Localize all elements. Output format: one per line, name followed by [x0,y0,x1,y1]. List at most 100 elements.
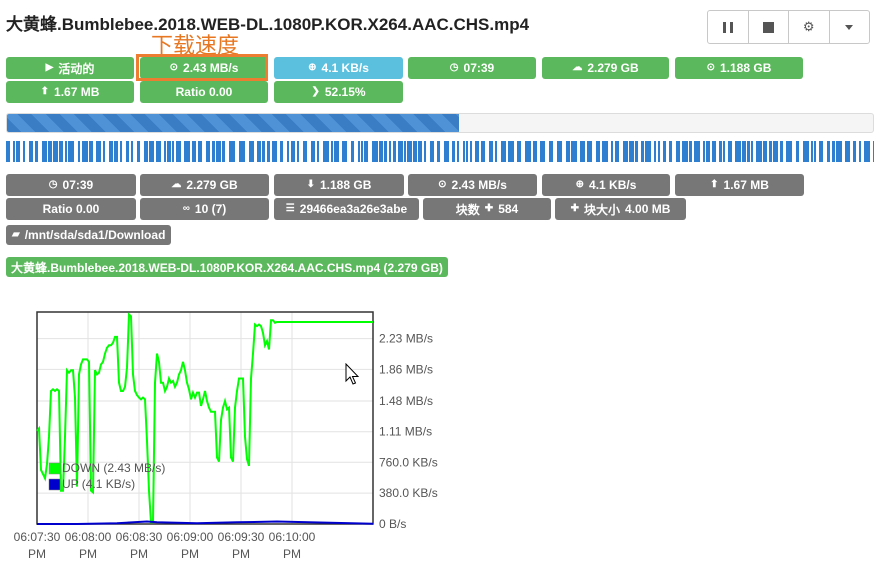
piece-block [873,141,874,162]
piece-block [206,141,210,162]
piece-block [723,141,725,162]
piece-block [291,141,295,162]
piece-block [611,141,613,162]
piece-block [819,141,823,162]
piece-block [198,141,202,162]
detail-elapsed: ◷ 07:39 [6,174,136,196]
piece-block [814,141,816,162]
detail-hash: ☰ 29466ea3a26e3abe [274,198,419,220]
piece-block [437,141,440,162]
pieces-map [6,141,874,162]
piece-block [96,141,101,162]
uploaded-badge: ⬆ 1.67 MB [6,81,134,103]
settings-button[interactable]: ⚙ [789,11,830,43]
piece-block [156,141,161,162]
detail-piece-size: ✚ 块大小 4.00 MB [555,198,686,220]
piece-block [222,141,225,162]
stop-button[interactable] [749,11,789,43]
elapsed-badge: ◷ 07:39 [408,57,536,79]
play-icon: ▶ [45,62,54,73]
detail-downloaded: ⬇ 1.188 GB [274,174,404,196]
piece-block [192,141,196,162]
piece-block [379,141,383,162]
piece-block [654,141,656,162]
download-path: ▰/mnt/sda/sda1/Download [6,225,172,245]
piece-block [763,141,767,162]
piece-block [149,141,154,162]
piece-block [311,141,315,162]
piece-block [463,141,465,162]
x-tick-label: 06:08:00 [65,530,112,544]
piece-block [272,141,277,162]
up-series-line [37,520,374,525]
y-tick-label: 0 B/s [379,517,406,531]
cloud-icon: ☁ [171,179,182,190]
piece-block [786,141,792,162]
x-tick-label: PM [232,547,250,561]
piece-block [641,141,644,162]
piece-block [796,141,799,162]
piece-block [602,141,608,162]
piece-block [172,141,174,162]
piece-block [853,141,856,162]
piece-block [303,141,307,162]
download-circle-icon: ⊙ [438,179,447,190]
piece-block [404,141,406,162]
piece-block [540,141,545,162]
mouse-cursor-icon [345,363,360,385]
piece-block [103,141,105,162]
piece-block [331,141,333,162]
download-icon: ⬇ [306,179,315,190]
piece-block [48,141,52,162]
y-tick-label: 1.11 MB/s [379,425,432,439]
pause-button[interactable] [708,11,749,43]
piece-block [836,141,842,162]
piece-block [109,141,113,162]
piece-block [452,141,455,162]
upload-circle-icon: ⊕ [308,62,317,73]
piece-block [398,141,403,162]
ratio-badge: Ratio 0.00 [140,81,268,103]
annotation-highlight-box [136,54,268,81]
piece-block [557,141,562,162]
more-dropdown-button[interactable] [830,11,870,43]
piece-block [623,141,628,162]
piece-block [364,141,368,162]
detail-upload-speed: ⊕ 4.1 KB/s [542,174,670,196]
folder-open-icon: ▰ [12,229,20,240]
y-tick-label: 1.86 MB/s [379,362,433,376]
upload-icon: ⬆ [710,179,719,190]
x-tick-label: 06:10:00 [269,530,316,544]
piece-block [262,141,265,162]
piece-block [533,141,537,162]
downloaded-badge: ⊙ 1.188 GB [675,57,803,79]
piece-block [751,141,753,162]
piece-block [389,141,391,162]
torrent-title: 大黄蜂.Bumblebee.2018.WEB-DL.1080P.KOR.X264… [6,15,530,34]
upload-circle-icon: ⊕ [575,179,585,190]
piece-block [645,141,651,162]
piece-block [580,141,585,162]
piece-block [89,141,93,162]
piece-block [297,141,299,162]
torrent-actions: ⚙ [707,10,870,44]
state-badge: ▶ 活动的 [6,57,134,79]
piece-block [53,141,58,162]
piece-block [126,141,129,162]
piece-block [712,141,716,162]
piece-block [13,141,15,162]
piece-block [508,141,514,162]
piece-block [629,141,634,162]
piece-block [470,141,472,162]
piece-block [682,141,688,162]
file-entry[interactable]: 大黄蜂.Bumblebee.2018.WEB-DL.1080P.KOR.X264… [6,257,448,277]
pause-icon [722,21,733,33]
upload-speed-badge: ⊕ 4.1 KB/s [274,57,403,79]
progress-badge: ❯ 52.15% [274,81,403,103]
x-tick-label: PM [181,547,199,561]
piece-block [635,141,638,162]
piece-block [120,141,122,162]
piece-block [280,141,283,162]
piece-block [42,141,47,162]
legend-swatch [48,478,61,491]
